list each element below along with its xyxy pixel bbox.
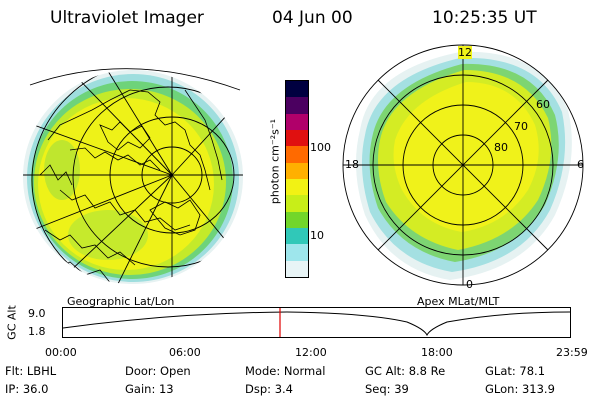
- mag-panel-caption: Apex MLat/MLT: [417, 295, 500, 308]
- altitude-timeline-plot: [62, 307, 571, 338]
- info-mode: Mode: Normal: [245, 364, 326, 378]
- colorbar-segment: [286, 81, 308, 98]
- geographic-map-panel: [23, 68, 243, 284]
- date-label: 04 Jun 00: [272, 8, 353, 28]
- info-glat: GLat: 78.1: [485, 364, 546, 378]
- mlat-label-60: 60: [536, 98, 550, 111]
- colorbar-segment: [286, 260, 308, 277]
- time-tick-0000: 00:00: [45, 346, 77, 359]
- colorbar-segment: [286, 97, 308, 114]
- info-ip: IP: 36.0: [5, 382, 49, 396]
- colorbar-segment: [286, 244, 308, 261]
- info-seq: Seq: 39: [365, 382, 409, 396]
- altitude-tick-9: 9.0: [28, 307, 46, 320]
- info-gain: Gain: 13: [125, 382, 174, 396]
- intensity-colorbar: [285, 80, 309, 278]
- colorbar-segment: [286, 146, 308, 163]
- time-tick-0600: 06:00: [169, 346, 201, 359]
- colorbar-segment: [286, 113, 308, 130]
- geo-coastlines: [39, 89, 223, 284]
- time-tick-1200: 12:00: [295, 346, 327, 359]
- altitude-axis-label: GC Alt: [5, 305, 19, 340]
- mlt-label-6: 6: [577, 158, 584, 171]
- info-dsp: Dsp: 3.4: [245, 382, 293, 396]
- geo-auroral-image: [23, 70, 243, 284]
- colorbar-segment: [286, 162, 308, 179]
- colorbar-segment: [286, 178, 308, 196]
- geo-panel-caption: Geographic Lat/Lon: [67, 295, 175, 308]
- mlat-label-70: 70: [514, 120, 528, 133]
- info-door: Door: Open: [125, 364, 191, 378]
- colorbar-segment: [286, 227, 308, 245]
- altitude-tick-1-8: 1.8: [28, 325, 46, 338]
- altitude-curve: [62, 311, 571, 337]
- mag-grid: [342, 44, 584, 286]
- info-gc-alt: GC Alt: 8.8 Re: [365, 364, 446, 378]
- mlt-label-0: 0: [466, 278, 473, 291]
- time-tick-1800: 18:00: [421, 346, 453, 359]
- info-glon: GLon: 313.9: [485, 382, 555, 396]
- app-title: Ultraviolet Imager: [50, 8, 204, 28]
- colorbar-tick-10: 10: [310, 229, 324, 242]
- colorbar-unit-label: photon cm⁻²s⁻¹: [268, 118, 282, 205]
- colorbar-segment: [286, 195, 308, 212]
- colorbar-segment: [286, 211, 308, 228]
- time-tick-2359: 23:59: [556, 346, 588, 359]
- mlt-label-12: 12: [458, 46, 472, 59]
- info-flt: Flt: LBHL: [5, 364, 57, 378]
- time-label: 10:25:35 UT: [432, 8, 537, 28]
- colorbar-segment: [286, 129, 308, 147]
- mlt-label-18: 18: [345, 158, 359, 171]
- magnetic-polar-plot: [342, 44, 584, 286]
- colorbar-tick-100: 100: [310, 141, 331, 154]
- mlat-label-80: 80: [494, 141, 508, 154]
